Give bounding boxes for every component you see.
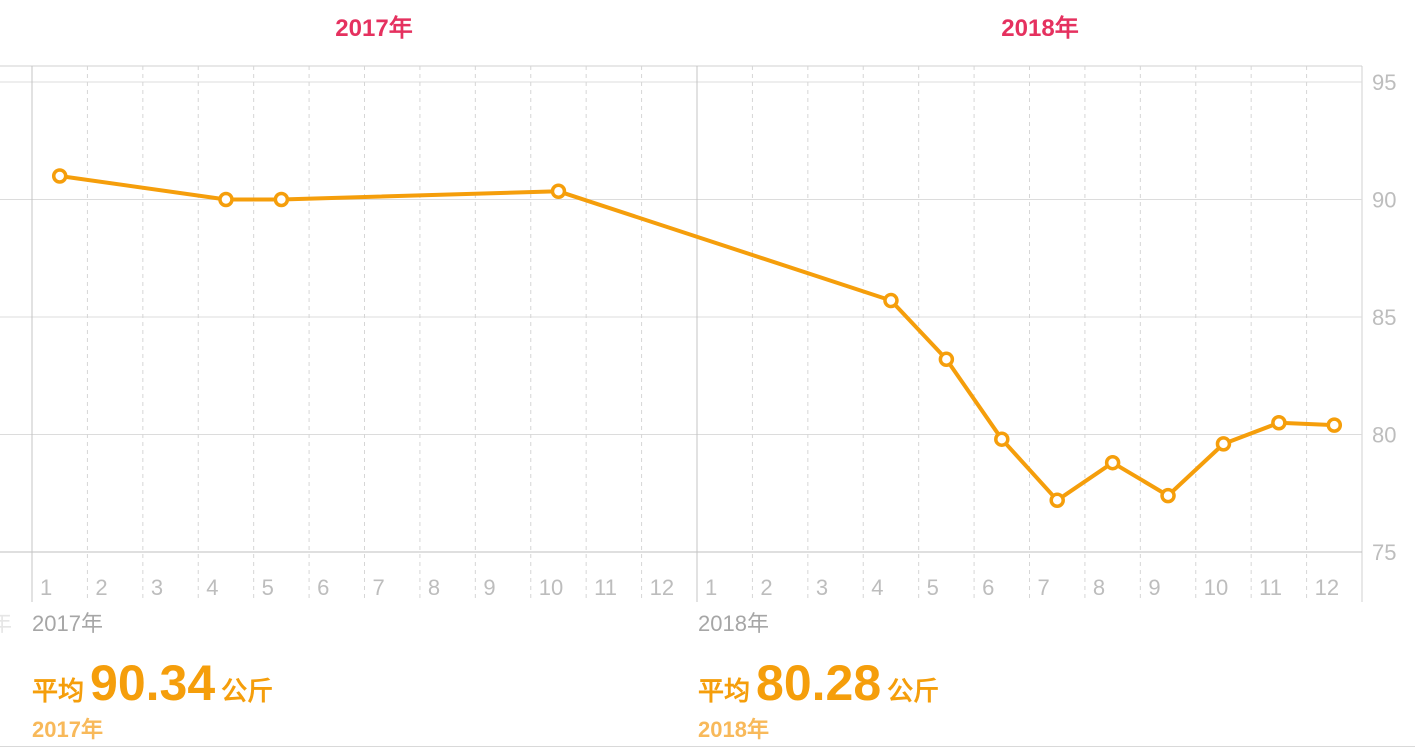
x-tick-label: 1 [705,575,717,600]
year-caption: 2018年 [698,611,769,636]
average-value: 80.28 [756,655,882,711]
y-tick-label: 95 [1372,70,1396,95]
data-point [994,431,1010,447]
bottom-divider [0,746,1415,747]
data-point [883,292,899,309]
x-tick-label: 11 [1259,575,1282,600]
weight-series-points [51,168,1343,509]
average-row: 平均 90.34 公斤 [32,654,273,712]
y-tick-label: 85 [1372,305,1396,330]
data-point [1271,415,1287,431]
year-caption-fragment: 年 [0,611,13,636]
x-tick-label: 6 [982,575,994,600]
year-header-2018: 2018年 [1001,15,1079,42]
data-point [1160,487,1176,504]
x-tick-label: 2 [760,575,772,600]
grid-layer [0,65,1363,602]
data-point [1104,454,1121,471]
summary-2018: 2018年 平均 80.28 公斤 2018年 [698,606,939,744]
x-axis-ticks: 1 2 3 4 5 6 7 8 9 10 11 12 1 2 3 4 5 6 7 8 9 10 11 12 [40,575,1339,600]
x-tick-label: 8 [1093,575,1105,600]
x-tick-label: 10 [1204,575,1228,600]
average-label: 平均 [32,676,85,706]
y-tick-label: 80 [1372,423,1396,448]
x-tick-label: 9 [1148,575,1160,600]
year-header-2017: 2017年 [335,15,413,42]
average-label: 平均 [698,676,751,706]
data-point [938,351,955,368]
data-point [1049,492,1065,509]
x-tick-label: 11 [594,575,617,600]
average-unit: 公斤 [887,676,940,706]
x-tick-label: 1 [40,575,52,600]
average-year: 2017年 [32,717,103,742]
year-caption: 2017年 [32,611,103,636]
summary-2017: 2017年 平均 90.34 公斤 2017年 [32,606,273,744]
data-point [1326,417,1343,433]
x-tick-label: 6 [317,575,329,600]
x-tick-label: 10 [539,575,563,600]
x-tick-label: 3 [816,575,828,600]
data-point [1215,436,1232,452]
x-tick-label: 12 [1315,575,1339,600]
x-tick-label: 3 [151,575,163,600]
x-tick-label: 7 [1038,575,1050,600]
average-row: 平均 80.28 公斤 [698,654,939,712]
average-year: 2018年 [698,717,769,742]
average-value: 90.34 [90,655,216,711]
x-tick-label: 4 [871,575,883,600]
x-tick-label: 4 [206,575,218,600]
y-tick-label: 90 [1372,188,1396,213]
y-tick-label: 75 [1372,540,1396,565]
data-point [273,191,290,208]
x-tick-label: 2 [95,575,107,600]
x-tick-label: 12 [650,575,674,600]
x-tick-label: 7 [373,575,385,600]
x-tick-label: 9 [483,575,495,600]
y-axis-ticks: 75 80 85 90 95 [1372,70,1396,565]
average-unit: 公斤 [221,676,274,706]
x-tick-label: 5 [262,575,274,600]
data-point [550,183,567,200]
x-tick-label: 5 [927,575,939,600]
data-point [218,191,234,208]
x-tick-label: 8 [428,575,440,600]
data-point [51,168,68,184]
